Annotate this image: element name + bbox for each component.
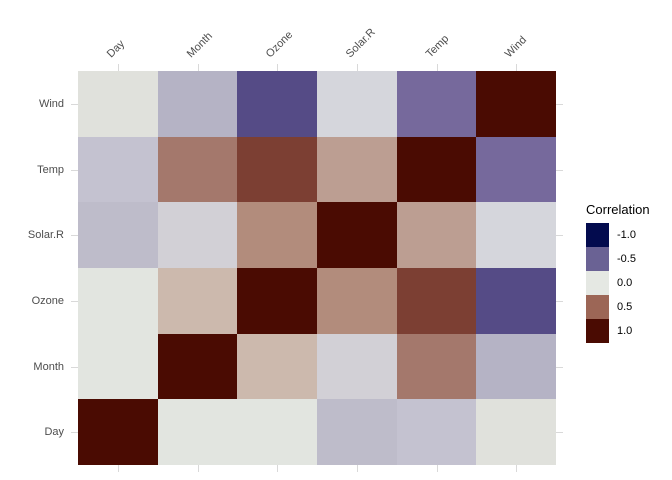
heatmap-cell-Wind-Wind [476,71,556,137]
axis-tick [277,64,278,71]
legend-entry-0.0: 0.0 [586,271,650,295]
heatmap-cell-Day-Solar.R [316,399,397,465]
legend: Correlation -1.0 -0.5 0.0 0.5 1.0 [586,202,650,343]
axis-tick [71,104,78,105]
heatmap-cell-Day-Month [157,399,238,465]
heatmap-cell-Day-Wind [476,399,556,465]
axis-tick [71,367,78,368]
legend-entry-0.5: 0.5 [586,295,650,319]
heatmap-cell-Ozone-Wind [476,267,556,334]
axis-tick [71,432,78,433]
y-axis-label-Ozone: Ozone [31,294,64,307]
x-axis-label-Solar.R: Solar.R [343,26,378,61]
heatmap-cell-Solar.R-Ozone [237,202,317,268]
legend-title: Correlation [586,202,650,217]
heatmap-cell-Day-Ozone [237,399,317,465]
axis-tick [71,170,78,171]
axis-tick [118,465,119,472]
axis-tick [556,104,563,105]
axis-tick [437,64,438,71]
heatmap-cell-Temp-Month [157,136,238,203]
axis-tick [71,301,78,302]
heatmap-cell-Temp-Ozone [237,136,317,203]
y-axis-label-Month: Month [33,360,64,373]
heatmap-cell-Solar.R-Wind [476,202,556,268]
heatmap-cell-Wind-Day [78,71,158,137]
legend-swatch [586,295,609,319]
heatmap-cell-Month-Wind [476,333,556,400]
x-axis-label-Month: Month [184,30,215,61]
legend-entry--1.0: -1.0 [586,223,650,247]
heatmap-cell-Ozone-Day [78,267,158,334]
heatmap-cell-Month-Month [157,333,238,400]
legend-entries: -1.0 -0.5 0.0 0.5 1.0 [586,223,650,343]
heatmap-cell-Solar.R-Solar.R [316,202,397,268]
axis-tick [357,465,358,472]
legend-label: 0.0 [617,277,633,289]
heatmap-cell-Month-Ozone [237,333,317,400]
heatmap-cell-Temp-Day [78,136,158,203]
legend-swatch [586,271,609,295]
axis-tick [556,170,563,171]
axis-tick [516,64,517,71]
axis-tick [71,235,78,236]
heatmap-cell-Ozone-Month [157,267,238,334]
legend-label: 1.0 [617,325,633,337]
y-axis-label-Solar.R: Solar.R [27,229,64,242]
legend-swatch [586,247,609,271]
heatmap-cell-Day-Temp [396,399,477,465]
x-axis-label-Temp: Temp [423,32,451,61]
x-axis-label-Ozone: Ozone [263,28,296,61]
heatmap-cell-Month-Solar.R [316,333,397,400]
heatmap-cell-Solar.R-Day [78,202,158,268]
axis-tick [556,367,563,368]
legend-label: -0.5 [617,253,636,265]
heatmap-cell-Ozone-Solar.R [316,267,397,334]
heatmap-cell-Ozone-Temp [396,267,477,334]
legend-label: -1.0 [617,229,636,241]
y-axis-label-Wind: Wind [38,97,64,110]
axis-tick [437,465,438,472]
axis-tick [556,235,563,236]
axis-tick [198,64,199,71]
x-axis-label-Day: Day [104,37,127,61]
heatmap-cell-Solar.R-Month [157,202,238,268]
axis-tick [516,465,517,472]
axis-tick [556,432,563,433]
heatmap-cell-Ozone-Ozone [237,267,317,334]
heatmap-cell-Month-Temp [396,333,477,400]
heatmap-cell-Wind-Ozone [237,71,317,137]
axis-tick [277,465,278,472]
legend-entry--0.5: -0.5 [586,247,650,271]
legend-swatch [586,319,609,343]
axis-tick [556,301,563,302]
heatmap-grid [78,71,556,465]
y-axis-label-Temp: Temp [37,163,64,176]
x-axis-label-Wind: Wind [502,34,530,61]
legend-swatch [586,223,609,247]
heatmap-cell-Wind-Month [157,71,238,137]
axis-tick [198,465,199,472]
heatmap-cell-Temp-Solar.R [316,136,397,203]
legend-entry-1.0: 1.0 [586,319,650,343]
y-axis-label-Day: Day [44,426,64,439]
heatmap-cell-Month-Day [78,333,158,400]
axis-tick [357,64,358,71]
heatmap-cell-Day-Day [78,399,158,465]
legend-label: 0.5 [617,301,633,313]
heatmap-cell-Wind-Solar.R [316,71,397,137]
heatmap-cell-Wind-Temp [396,71,477,137]
heatmap-cell-Solar.R-Temp [396,202,477,268]
heatmap-cell-Temp-Temp [396,136,477,203]
axis-tick [118,64,119,71]
heatmap-cell-Temp-Wind [476,136,556,203]
